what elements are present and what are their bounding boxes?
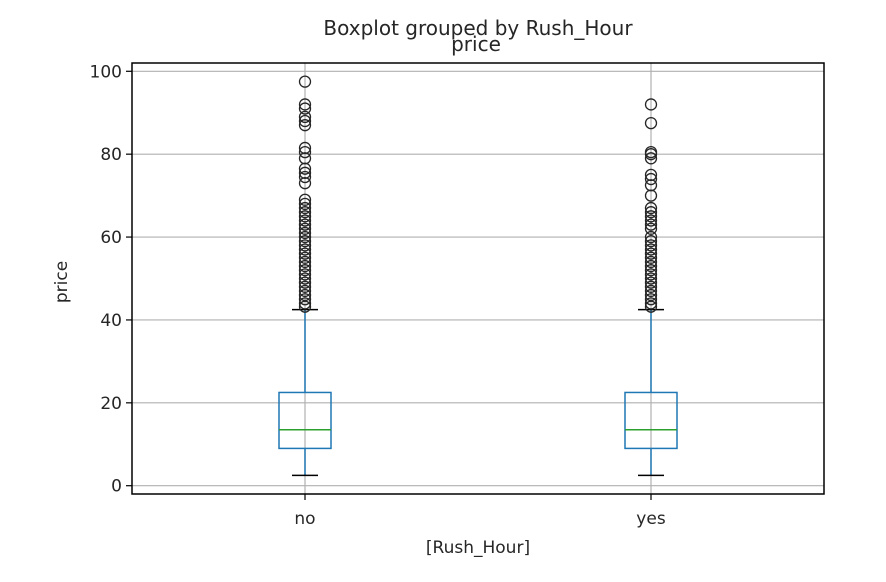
axis-ticks: 0 20 40 60 80 100 no yes xyxy=(90,62,666,529)
boxes xyxy=(278,75,678,477)
y-tick-label: 40 xyxy=(100,311,122,331)
outlier-point xyxy=(298,239,312,252)
box-iqr xyxy=(278,391,332,450)
outlier-point xyxy=(644,222,658,235)
outlier-point xyxy=(298,297,312,310)
outlier-point xyxy=(298,170,312,184)
outlier-point xyxy=(644,206,658,219)
outlier-point xyxy=(644,247,658,260)
outlier-point xyxy=(298,255,312,269)
outlier-point xyxy=(298,235,312,248)
outlier-point xyxy=(644,276,658,289)
outlier-point xyxy=(298,193,312,206)
outlier-point xyxy=(298,75,312,88)
outlier-point xyxy=(298,251,312,264)
outlier-point xyxy=(644,268,658,281)
outlier-point xyxy=(298,222,312,235)
outlier-point xyxy=(644,284,658,298)
outlier-point xyxy=(298,276,312,289)
outlier-point xyxy=(644,255,658,269)
outlier-point xyxy=(298,166,312,179)
outlier-point xyxy=(298,214,312,227)
outlier-point xyxy=(644,152,658,165)
outlier-point xyxy=(298,264,312,277)
box-iqr xyxy=(624,391,678,450)
outlier-point xyxy=(298,226,312,240)
outlier-point xyxy=(298,206,312,219)
outlier-point xyxy=(644,264,658,277)
outlier-point xyxy=(644,293,658,306)
outlier-point xyxy=(644,288,658,302)
outlier-point xyxy=(298,114,312,128)
outlier-point xyxy=(298,288,312,302)
outlier-point xyxy=(298,119,312,132)
outlier-point xyxy=(298,102,312,115)
outlier-point xyxy=(298,293,312,306)
grid-lines xyxy=(132,63,824,494)
outlier-point xyxy=(644,259,658,273)
y-tick-label: 80 xyxy=(100,145,122,165)
x-tick-label: yes xyxy=(636,509,666,529)
outlier-point xyxy=(644,116,658,130)
outlier-point xyxy=(298,284,312,298)
outlier-point xyxy=(644,235,658,248)
outlier-point xyxy=(298,197,312,211)
outlier-point xyxy=(644,172,658,186)
outlier-point xyxy=(644,297,658,310)
outlier-point xyxy=(298,243,312,256)
outlier-point xyxy=(298,145,312,159)
outlier-point xyxy=(644,214,658,227)
outlier-point xyxy=(298,268,312,281)
outlier-point xyxy=(644,243,658,256)
outlier-point xyxy=(644,280,658,293)
outlier-point xyxy=(644,251,658,264)
outlier-point xyxy=(298,98,312,111)
outlier-point xyxy=(644,230,658,244)
x-tick-label: no xyxy=(294,509,315,529)
outlier-point xyxy=(644,239,658,252)
outlier-point xyxy=(298,210,312,223)
outlier-point xyxy=(298,141,312,155)
outlier-point xyxy=(298,110,312,124)
outlier-point xyxy=(298,247,312,260)
y-tick-label: 100 xyxy=(90,62,122,82)
outlier-point xyxy=(298,201,312,215)
box-group xyxy=(278,75,332,477)
outlier-point xyxy=(298,218,312,231)
outlier-point xyxy=(644,168,658,182)
outlier-point xyxy=(298,230,312,244)
outlier-point xyxy=(644,218,658,231)
outlier-point xyxy=(298,259,312,273)
outlier-point xyxy=(644,145,658,159)
plot-frame xyxy=(131,62,825,495)
outlier-point xyxy=(644,210,658,223)
y-axis-label: price xyxy=(52,261,72,303)
outlier-point xyxy=(298,272,312,285)
x-axis-label: [Rush_Hour] xyxy=(426,538,530,558)
box-group xyxy=(624,98,678,477)
outlier-point xyxy=(644,98,658,111)
y-tick-label: 60 xyxy=(100,228,122,248)
outlier-point xyxy=(644,201,658,215)
outlier-point xyxy=(298,280,312,293)
y-tick-label: 20 xyxy=(100,394,122,414)
chart-title: Boxplot grouped by Rush_Hour xyxy=(323,16,633,40)
chart-subtitle: price xyxy=(451,32,501,56)
y-tick-label: 0 xyxy=(111,477,122,497)
outlier-point xyxy=(644,272,658,285)
